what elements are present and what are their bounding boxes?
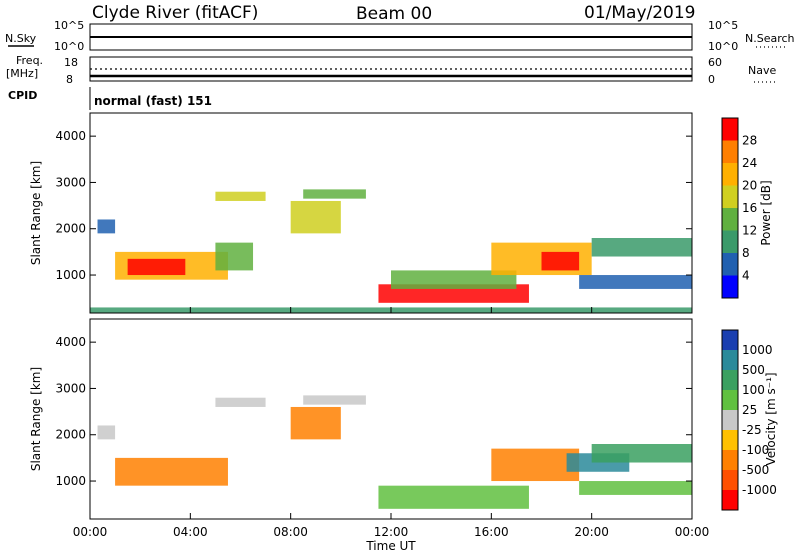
velocity-region-0: [97, 425, 116, 440]
velocity-colorbar-tick: -1000: [742, 483, 777, 497]
x-tick-label: 00:00: [73, 525, 108, 539]
velocity-colorbar-tick: 1000: [742, 343, 773, 357]
beam-title: Beam 00: [356, 4, 432, 24]
velocity-colorbar-swatch: [722, 350, 738, 370]
power-region-3: [215, 191, 266, 201]
velocity-region-8: [591, 444, 692, 463]
velocity-region-9: [579, 481, 692, 495]
y-tick-label: 4000: [55, 335, 86, 349]
nsky-tick-bottom: 10^0: [54, 40, 84, 53]
station-title: Clyde River (fitACF): [92, 3, 258, 23]
power-region-2: [127, 258, 186, 276]
power-colorbar-swatch: [722, 140, 738, 163]
power-colorbar-swatch: [722, 185, 738, 208]
power-colorbar-tick: 4: [742, 269, 750, 283]
velocity-colorbar-frame: [721, 329, 739, 511]
power-region-10: [541, 251, 580, 271]
freq-label-line2: [MHz]: [6, 67, 38, 80]
power-colorbar-swatch: [722, 118, 738, 141]
y-tick-label: 1000: [55, 268, 86, 282]
velocity-region-5: [378, 485, 529, 509]
power-colorbar-swatch: [722, 208, 738, 231]
power-region-6: [303, 189, 366, 199]
velocity-region-3: [290, 406, 341, 440]
power-colorbar-frame: [721, 117, 739, 299]
velocity-y-axis: 4000 3000 2000 1000: [55, 335, 692, 488]
y-tick-label: 3000: [55, 381, 86, 395]
velocity-colorbar-tick: -25: [742, 423, 762, 437]
nsearch-tick-bottom: 10^0: [708, 40, 738, 53]
velocity-bar-label: Velocity [m s⁻¹]: [764, 372, 778, 465]
power-colorbar-tick: 12: [742, 224, 757, 238]
power-region-0: [97, 219, 116, 234]
velocity-colorbar-tick: -500: [742, 463, 769, 477]
nave-tick-top: 60: [708, 56, 722, 69]
power-colorbar-tick: 20: [742, 179, 757, 193]
nave-tick-bottom: 0: [708, 73, 715, 86]
cpid-label: CPID: [8, 89, 37, 102]
nave-label: Nave: [748, 64, 776, 77]
x-tick-label: 08:00: [273, 525, 308, 539]
velocity-colorbar-swatch: [722, 410, 738, 430]
velocity-region-1: [115, 457, 228, 486]
power-colorbar: 28 24 20 16 12 8 4: [721, 117, 757, 299]
nsky-label: N.Sky: [5, 32, 37, 45]
x-tick-label: 20:00: [574, 525, 609, 539]
nsearch-tick-top: 10^5: [708, 19, 738, 32]
velocity-region-6: [491, 448, 580, 482]
power-bar-label: Power [dB]: [759, 180, 773, 245]
velocity-heatmap: [97, 395, 692, 509]
y-tick-label: 3000: [55, 175, 86, 189]
velocity-colorbar-swatch: [722, 430, 738, 450]
nsky-tick-top: 10^5: [54, 19, 84, 32]
velocity-colorbar-tick: 500: [742, 363, 765, 377]
velocity-colorbar-swatch: [722, 490, 738, 510]
power-y-axis: 4000 3000 2000 1000: [55, 129, 692, 282]
y-tick-label: 2000: [55, 428, 86, 442]
power-region-11: [579, 275, 692, 289]
x-axis-label: Time UT: [365, 539, 416, 553]
y-tick-label: 1000: [55, 474, 86, 488]
power-colorbar-tick: 28: [742, 134, 757, 148]
velocity-colorbar-swatch: [722, 450, 738, 470]
velocity-region-2: [215, 397, 266, 407]
power-y-label: Slant Range [km]: [29, 161, 43, 265]
power-colorbar-swatch: [722, 163, 738, 186]
velocity-region-4: [303, 395, 366, 405]
x-tick-label: 04:00: [173, 525, 208, 539]
velocity-y-label: Slant Range [km]: [29, 367, 43, 471]
x-tick-label: 12:00: [374, 525, 409, 539]
power-colorbar-tick: 16: [742, 201, 757, 215]
velocity-colorbar-tick: -100: [742, 443, 769, 457]
power-colorbar-swatch: [722, 253, 738, 276]
velocity-colorbar-swatch: [722, 470, 738, 490]
velocity-colorbar-swatch: [722, 390, 738, 410]
x-tick-label: 16:00: [474, 525, 509, 539]
power-colorbar-tick: 24: [742, 156, 757, 170]
y-tick-label: 4000: [55, 129, 86, 143]
y-tick-label: 2000: [55, 222, 86, 236]
velocity-colorbar-tick: 100: [742, 383, 765, 397]
cpid-value: normal (fast) 151: [94, 94, 212, 108]
power-region-12: [591, 238, 692, 257]
freq-label-line1: Freq.: [16, 54, 43, 67]
power-region-4: [215, 242, 254, 271]
velocity-colorbar: 1000 500 100 25 -25 -100 -500 -1000: [721, 329, 777, 511]
power-region-8: [391, 270, 517, 289]
power-colorbar-swatch: [722, 230, 738, 253]
date-title: 01/May/2019: [584, 3, 696, 23]
power-colorbar-tick: 8: [742, 246, 750, 260]
velocity-colorbar-swatch: [722, 370, 738, 390]
power-region-5: [290, 200, 341, 234]
x-tick-label: 00:00: [675, 525, 710, 539]
nsearch-label: N.Search: [745, 32, 795, 45]
velocity-colorbar-tick: 25: [742, 403, 757, 417]
freq-tick-top: 18: [64, 56, 78, 69]
freq-tick-bottom: 8: [66, 73, 73, 86]
velocity-colorbar-swatch: [722, 330, 738, 350]
power-colorbar-swatch: [722, 275, 738, 298]
time-x-axis: 00:00 04:00 08:00 12:00 16:00 20:00 00:00: [73, 307, 710, 539]
